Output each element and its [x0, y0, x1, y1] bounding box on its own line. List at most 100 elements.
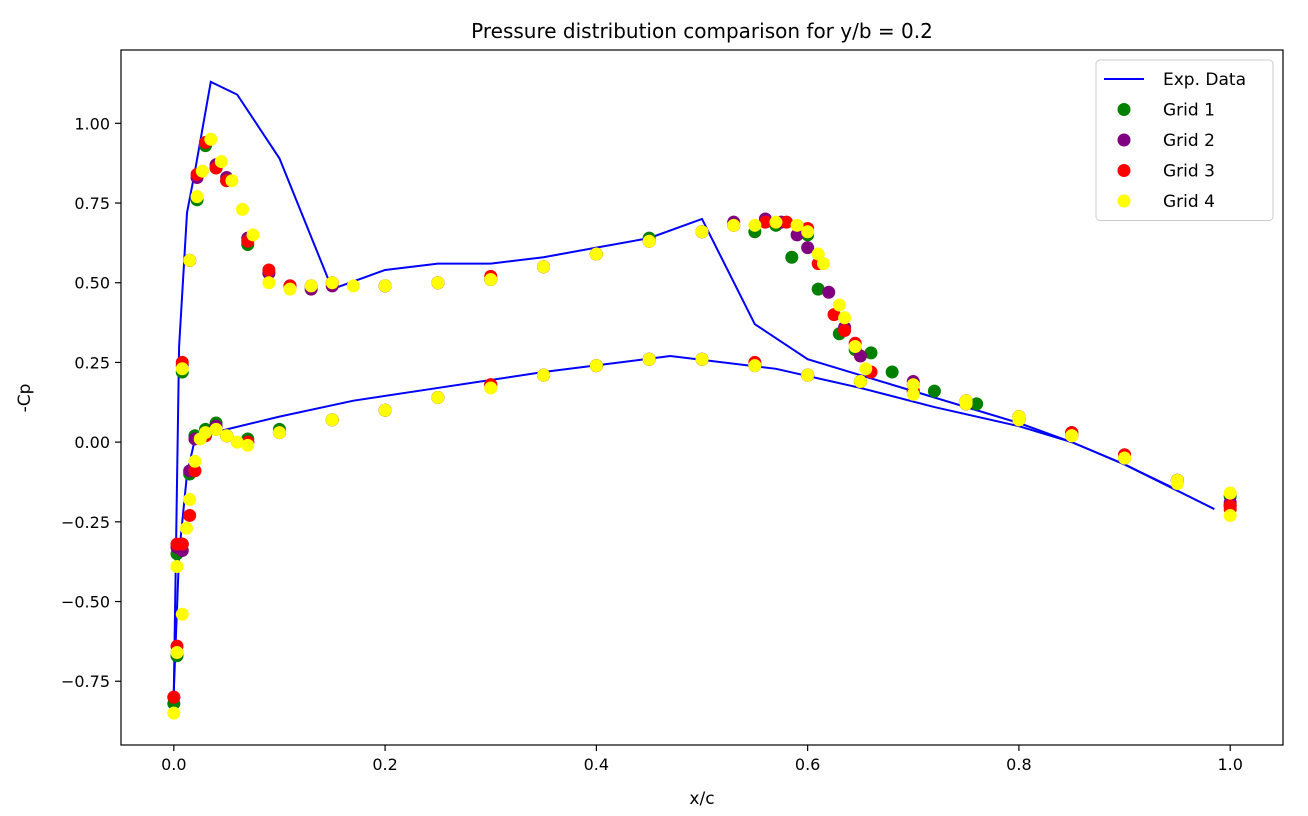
grid-4-lower-point [1012, 413, 1026, 427]
grid-4-lower-point [695, 352, 709, 366]
x-tick-label: 0.4 [584, 755, 609, 774]
grid-4-lower-point [378, 403, 392, 417]
grid-4-lower-point [230, 435, 244, 449]
y-tick-label: 0.00 [74, 433, 110, 452]
grid-4-upper-point [848, 339, 862, 353]
grid-4-upper-point [262, 276, 276, 290]
grid-4-lower-point [1118, 451, 1132, 465]
y-tick-label: 0.25 [74, 353, 110, 372]
grid-4-upper-point [832, 298, 846, 312]
legend-label: Grid 4 [1163, 192, 1215, 212]
grid-4-upper-point [283, 282, 297, 296]
grid-4-upper-point [695, 225, 709, 239]
legend-marker-swatch [1117, 164, 1131, 177]
grid-4-upper-point [642, 234, 656, 248]
legend-label: Grid 1 [1163, 101, 1215, 121]
grid-4-lower-point [272, 426, 286, 440]
grid-1-upper-point [885, 365, 899, 379]
legend: Exp. Data Grid 1 Grid 2 Grid 3 Grid 4 [1095, 59, 1274, 221]
x-tick-label: 0.2 [372, 755, 397, 774]
grid-4-lower-point [1170, 477, 1184, 491]
grid-4-lower-point [183, 493, 197, 507]
legend-marker-swatch [1117, 133, 1131, 147]
grid-4-upper-point [378, 279, 392, 293]
grid-3-lower-point [183, 508, 197, 522]
grid-4-upper-point [195, 164, 209, 178]
grid-4-upper-point [204, 132, 218, 146]
grid-4-upper-point [589, 247, 603, 261]
grid-4-lower-point [853, 375, 867, 389]
grid-4-lower-point [170, 646, 184, 660]
legend-marker-swatch [1117, 103, 1131, 116]
grid-3-upper-point [167, 690, 181, 704]
axes-frame [120, 49, 1284, 746]
grid-4-lower-point [179, 521, 193, 535]
grid-4-upper-point [748, 218, 762, 232]
grid-4-upper-point [304, 279, 318, 293]
grid-4-lower-point [188, 454, 202, 468]
grid-4-lower-point [431, 391, 445, 404]
grid-4-upper-point [431, 276, 445, 290]
legend-box [1095, 59, 1274, 221]
grid-4-lower-point [199, 426, 213, 440]
x-axis-label: x/c [689, 789, 714, 809]
grid-4-upper-point [838, 311, 852, 325]
grid-4-lower-point [209, 422, 223, 436]
y-tick-label: −0.50 [61, 593, 110, 612]
y-tick-label: 0.75 [74, 194, 110, 213]
grid-1-upper-point [811, 282, 825, 296]
grid-2-upper-point [801, 241, 815, 255]
grid-4-lower-point [748, 359, 762, 373]
grid-2-upper-point [822, 285, 836, 299]
grid-1-upper-point [864, 346, 878, 360]
grid-4-upper-point [769, 215, 783, 229]
grid-4-upper-point [811, 247, 825, 261]
x-tick-label: 0.0 [161, 755, 186, 774]
grid-4-lower-point [959, 397, 973, 411]
grid-4-upper-point [170, 559, 184, 573]
grid-4-upper-point [537, 260, 551, 274]
grid-4-upper-point [190, 190, 204, 204]
y-tick-label: −0.25 [61, 513, 110, 532]
plot-area [167, 80, 1237, 720]
grid-4-upper-point [1223, 486, 1237, 500]
grid-2-upper-point [853, 349, 867, 363]
grid-4-lower-point [589, 359, 603, 373]
series-grid-4 [167, 132, 1237, 720]
grid-4-upper-point [906, 378, 920, 392]
grid-1-upper-point [970, 397, 984, 411]
grid-4-lower-point [801, 368, 815, 382]
grid-4-upper-point [225, 174, 239, 188]
x-tick-label: 0.6 [795, 755, 820, 774]
grid-4-lower-point [642, 352, 656, 366]
grid-1-upper-point [927, 384, 941, 398]
grid-3-upper-point [838, 324, 852, 338]
grid-3-lower-point [188, 464, 202, 478]
grid-4-upper-point [346, 279, 360, 293]
grid-4-lower-point [1223, 508, 1237, 522]
grid-4-upper-point [816, 257, 830, 271]
grid-4-lower-point [325, 413, 339, 427]
grid-1-upper-point [785, 250, 799, 264]
grid-3-lower-point [175, 537, 189, 551]
grid-4-upper-point [859, 362, 873, 376]
y-tick-label: 0.50 [74, 274, 110, 293]
grid-4-lower-point [906, 387, 920, 401]
grid-4-lower-point [220, 429, 234, 443]
grid-4-upper-point [183, 253, 197, 267]
legend-marker-swatch [1117, 194, 1131, 208]
legend-label: Grid 3 [1163, 162, 1215, 182]
grid-4-lower-point [175, 607, 189, 621]
grid-3-upper-point [780, 215, 794, 229]
grid-4-upper-point [175, 362, 189, 376]
grid-4-lower-point [1065, 429, 1079, 443]
grid-4-upper-point [325, 276, 339, 290]
legend-label: Exp. Data [1163, 70, 1246, 90]
grid-4-upper-point [801, 225, 815, 239]
y-axis-label: -Cp [15, 384, 35, 413]
grid-4-upper-point [727, 218, 741, 232]
exp-data-line-upper [172, 80, 1178, 691]
grid-4-lower-point [537, 368, 551, 382]
